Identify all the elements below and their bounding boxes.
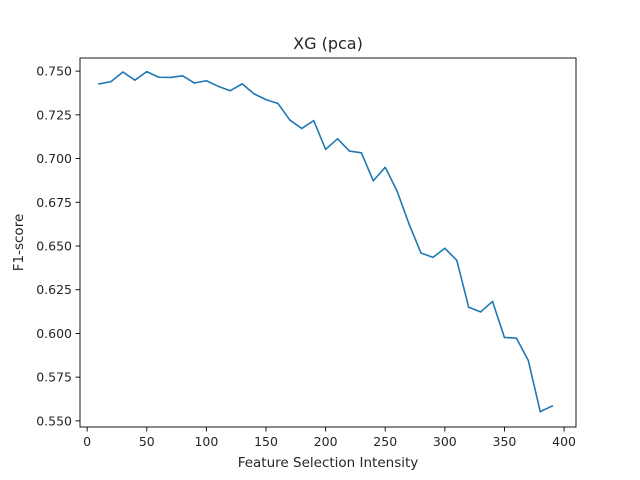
data-point bbox=[420, 252, 422, 254]
data-point bbox=[444, 247, 446, 250]
data-point bbox=[265, 98, 267, 101]
x-tick-label: 400 bbox=[552, 434, 576, 449]
data-point bbox=[527, 359, 530, 362]
y-tick-label: 0.550 bbox=[36, 413, 72, 428]
y-tick-label: 0.700 bbox=[36, 151, 72, 166]
data-point bbox=[98, 83, 100, 85]
series-layer bbox=[98, 70, 554, 413]
data-point bbox=[289, 119, 291, 121]
data-point bbox=[122, 71, 124, 73]
y-tick-label: 0.750 bbox=[36, 64, 72, 79]
data-point bbox=[217, 85, 220, 88]
data-point bbox=[312, 119, 315, 122]
data-point bbox=[503, 336, 506, 339]
data-point bbox=[277, 102, 279, 105]
y-tick-label: 0.625 bbox=[36, 282, 72, 297]
data-point bbox=[324, 148, 327, 151]
chart-title: XG (pca) bbox=[293, 34, 363, 53]
data-point bbox=[479, 311, 482, 313]
y-axis-label: F1-score bbox=[11, 214, 27, 272]
data-point bbox=[110, 80, 112, 83]
data-point bbox=[467, 306, 470, 309]
plot-frame bbox=[79, 57, 577, 428]
y-tick-label: 0.725 bbox=[36, 107, 72, 122]
data-point bbox=[205, 79, 208, 82]
y-tick-label: 0.575 bbox=[36, 370, 72, 385]
data-point bbox=[241, 83, 243, 85]
data-point bbox=[408, 223, 410, 225]
data-point bbox=[372, 179, 375, 182]
x-axis-label: Feature Selection Intensity bbox=[238, 455, 419, 471]
data-point bbox=[157, 76, 160, 79]
x-tick-label: 250 bbox=[373, 434, 397, 449]
x-tick-label: 50 bbox=[139, 434, 155, 449]
data-point bbox=[253, 93, 255, 95]
data-point bbox=[455, 259, 458, 262]
data-point bbox=[300, 127, 303, 130]
data-point bbox=[181, 75, 184, 77]
data-point bbox=[432, 256, 434, 259]
x-tick-label: 300 bbox=[433, 434, 457, 449]
x-tick-label: 100 bbox=[194, 434, 218, 449]
data-point bbox=[169, 76, 172, 79]
data-point bbox=[336, 138, 339, 140]
data-point bbox=[539, 410, 542, 413]
data-point bbox=[348, 150, 351, 152]
data-point bbox=[145, 70, 148, 73]
x-axis-ticks: 0 50 100 150 200 250 300 350 400 bbox=[83, 427, 576, 449]
data-point bbox=[229, 89, 232, 92]
data-point bbox=[515, 337, 518, 339]
data-point bbox=[396, 190, 398, 193]
x-tick-label: 150 bbox=[254, 434, 278, 449]
y-tick-label: 0.650 bbox=[36, 238, 72, 253]
data-point bbox=[360, 151, 363, 154]
y-axis-ticks: 0.550 0.575 0.600 0.625 0.650 0.675 0.700 0.725… bbox=[36, 64, 80, 428]
x-tick-label: 350 bbox=[493, 434, 517, 449]
x-tick-label: 0 bbox=[83, 434, 91, 449]
x-tick-label: 200 bbox=[314, 434, 338, 449]
data-point bbox=[134, 79, 136, 82]
data-point bbox=[491, 300, 494, 303]
data-point bbox=[551, 405, 553, 407]
data-point bbox=[193, 82, 196, 84]
y-tick-label: 0.675 bbox=[36, 195, 72, 210]
data-point bbox=[384, 166, 387, 169]
y-tick-label: 0.600 bbox=[36, 326, 72, 341]
